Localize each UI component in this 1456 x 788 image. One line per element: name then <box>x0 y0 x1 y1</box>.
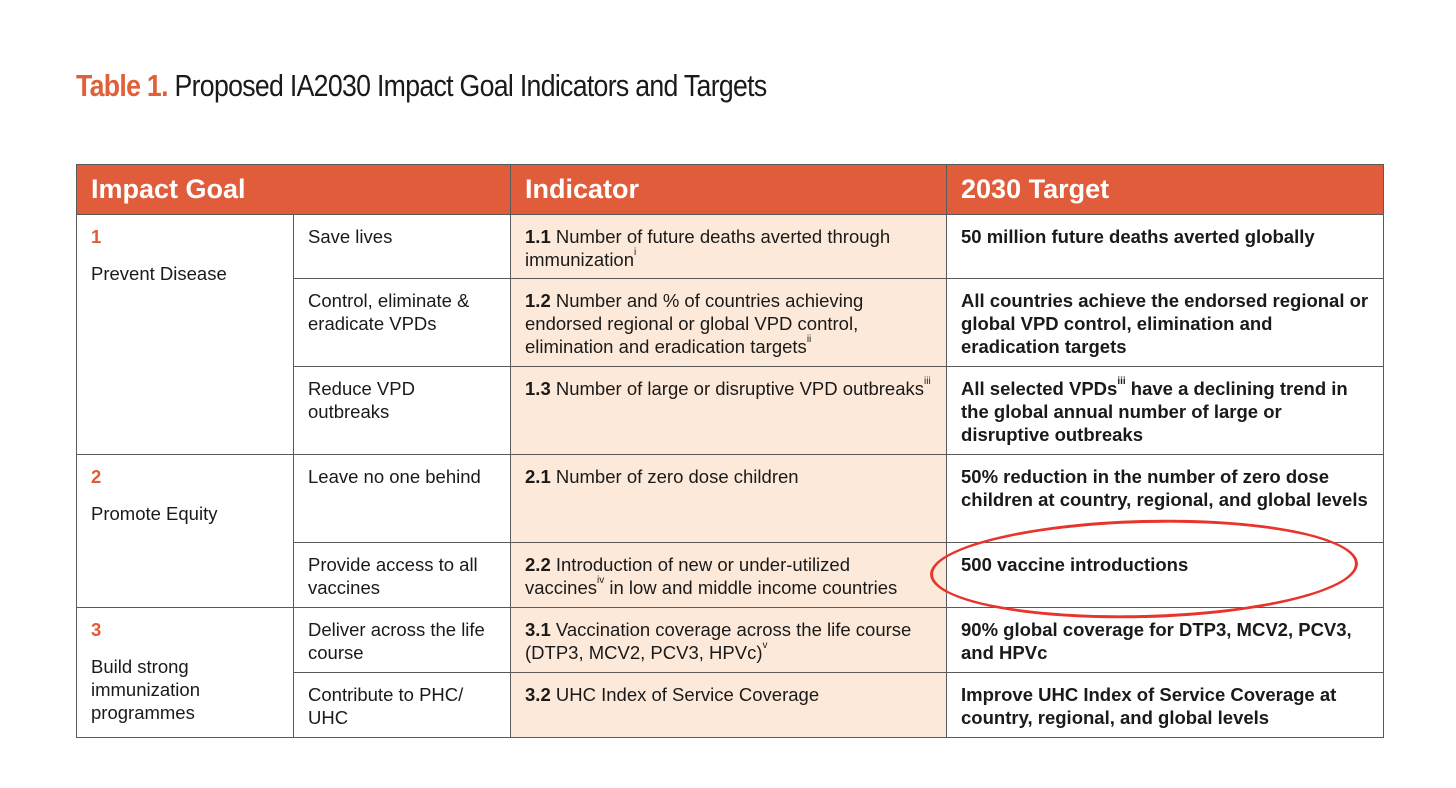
table-title-lead: Table 1. <box>76 68 168 103</box>
indicator-text: Vaccination coverage across the life cou… <box>525 619 912 663</box>
table-title-text: Proposed IA2030 Impact Goal Indicators a… <box>174 68 768 103</box>
objective-cell: Provide access to all vaccines <box>292 542 512 608</box>
indicator-number: 1.3 <box>525 378 551 399</box>
target-text: All selected VPDs <box>961 378 1118 399</box>
indicator-number: 3.2 <box>525 684 551 705</box>
objective-cell: Leave no one behind <box>292 454 512 543</box>
indicator-text-tail: in low and middle income countries <box>604 577 898 598</box>
target-cell: All selected VPDsiii have a declining tr… <box>946 366 1385 455</box>
table-title: Table 1. Proposed IA2030 Impact Goal Ind… <box>76 68 767 104</box>
indicator-cell: 1.1 Number of future deaths averted thro… <box>510 214 948 279</box>
indicator-text: UHC Index of Service Coverage <box>555 684 820 705</box>
indicator-footnote: iv <box>597 575 605 586</box>
target-cell: 500 vaccine introductions <box>946 542 1385 608</box>
target-cell: Improve UHC Index of Service Coverage at… <box>946 672 1385 738</box>
objective-cell: Deliver across the life course <box>292 607 512 673</box>
table-row: 2 Promote Equity Leave no one behind 2.1… <box>76 454 1385 608</box>
indicator-text: Number of large or disruptive VPD outbre… <box>555 378 924 399</box>
indicator-footnote: iii <box>924 376 931 387</box>
header-target: 2030 Target <box>946 164 1385 215</box>
table-row: Contribute to PHC/ UHC 3.2 UHC Index of … <box>77 672 1385 738</box>
goal-number: 2 <box>91 466 102 487</box>
header-row: Impact Goal Indicator 2030 Target <box>75 164 1385 215</box>
target-cell: 50% reduction in the number of zero dose… <box>946 454 1385 543</box>
indicator-text: Number of zero dose children <box>555 466 799 487</box>
indicator-footnote: v <box>762 640 768 651</box>
header-indicator: Indicator <box>510 164 948 215</box>
target-cell: 90% global coverage for DTP3, MCV2, PCV3… <box>946 607 1385 673</box>
objective-cell: Contribute to PHC/ UHC <box>292 672 512 738</box>
indicator-number: 2.2 <box>525 554 551 575</box>
indicator-number: 1.2 <box>525 290 551 311</box>
table-row: 3 Build strong immunization programmes D… <box>76 607 1385 738</box>
indicator-footnote: ii <box>806 334 812 345</box>
objective-cell: Control, eliminate & eradicate VPDs <box>292 278 512 367</box>
target-cell: 50 million future deaths averted globall… <box>946 214 1385 279</box>
target-footnote: iii <box>1117 376 1126 387</box>
goal-name: Prevent Disease <box>91 263 227 284</box>
indicator-cell: 2.1 Number of zero dose children <box>510 454 948 543</box>
indicator-cell: 3.1 Vaccination coverage across the life… <box>510 607 948 673</box>
indicator-number: 1.1 <box>525 226 551 247</box>
goal-number: 3 <box>91 619 102 640</box>
table-row: 1 Prevent Disease Save lives 1.1 Number … <box>76 214 1385 455</box>
target-cell: All countries achieve the endorsed regio… <box>946 278 1385 367</box>
indicator-text: Introduction of new or under-utilized va… <box>525 554 850 598</box>
objective-cell: Save lives <box>292 214 512 279</box>
indicator-footnote: i <box>634 247 637 258</box>
indicator-cell: 1.2 Number and % of countries achieving … <box>510 278 948 367</box>
indicator-number: 3.1 <box>525 619 551 640</box>
indicator-cell: 3.2 UHC Index of Service Coverage <box>510 672 948 738</box>
impact-goal-table: Impact Goal Indicator 2030 Target 1 Prev… <box>75 164 1385 738</box>
indicator-text: Number of future deaths averted through … <box>525 226 891 270</box>
header-impact-goal: Impact Goal <box>75 164 512 215</box>
indicator-text: Number and % of countries achieving endo… <box>525 290 864 357</box>
indicator-cell: 1.3 Number of large or disruptive VPD ou… <box>510 366 948 455</box>
goal-name: Build strong immunization programmes <box>91 656 200 723</box>
table-row: Reduce VPD outbreaks 1.3 Number of large… <box>77 366 1385 455</box>
goal-cell: 3 Build strong immunization programmes <box>76 607 294 738</box>
goal-name: Promote Equity <box>91 503 218 524</box>
indicator-cell: 2.2 Introduction of new or under-utilize… <box>510 542 948 608</box>
indicator-number: 2.1 <box>525 466 551 487</box>
target-text-tail: have a declining trend in the global ann… <box>961 378 1348 445</box>
goal-number: 1 <box>91 226 102 247</box>
goal-cell: 2 Promote Equity <box>76 454 294 608</box>
goal-cell: 1 Prevent Disease <box>76 214 294 455</box>
objective-cell: Reduce VPD outbreaks <box>292 366 512 455</box>
